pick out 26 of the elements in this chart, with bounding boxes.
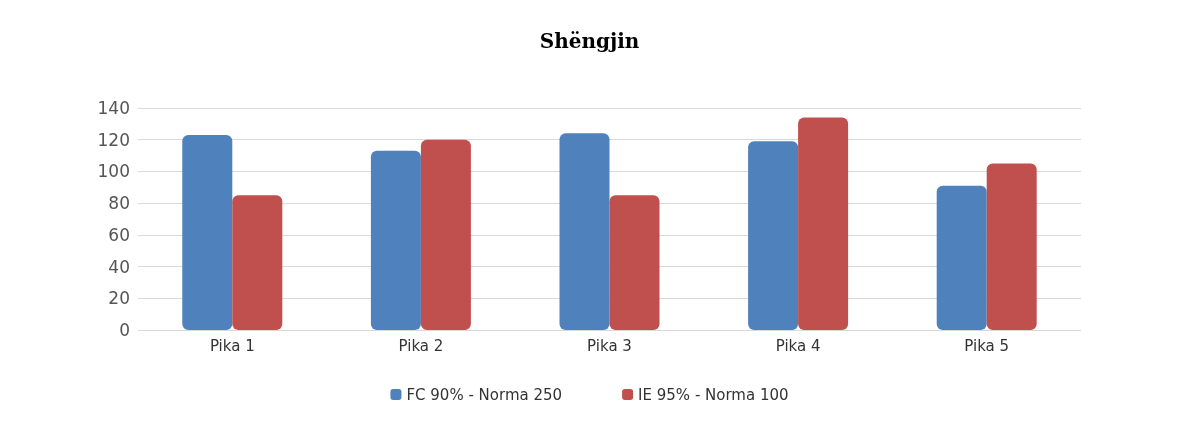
x-tick-label: Pika 1 — [209, 336, 255, 355]
legend-label: FC 90% - Norma 250 — [406, 385, 563, 404]
bar — [748, 141, 799, 330]
x-tick-label: Pika 2 — [398, 336, 444, 355]
x-tick-label: Pika 4 — [775, 336, 821, 355]
x-tick-label: Pika 5 — [964, 336, 1010, 355]
bar — [370, 150, 421, 330]
y-tick-label: 120 — [97, 129, 130, 150]
bar — [609, 195, 660, 330]
bar — [986, 163, 1037, 330]
bar — [232, 195, 283, 330]
y-tick-label: 20 — [108, 288, 130, 309]
y-tick-label: 80 — [108, 193, 130, 214]
y-tick-label: 0 — [119, 320, 130, 340]
y-tick-label: 60 — [108, 224, 130, 245]
legend-label: IE 95% - Norma 100 — [638, 385, 789, 404]
y-tick-label: 140 — [97, 98, 130, 118]
bar — [936, 185, 987, 330]
bar — [559, 133, 610, 330]
bar — [420, 139, 471, 330]
y-tick-label: 40 — [108, 256, 130, 277]
bar — [182, 134, 233, 330]
y-tick-label: 100 — [97, 161, 130, 182]
bar — [798, 117, 849, 330]
x-tick-label: Pika 3 — [587, 336, 632, 355]
chart-title: Shëngjin — [539, 29, 640, 53]
